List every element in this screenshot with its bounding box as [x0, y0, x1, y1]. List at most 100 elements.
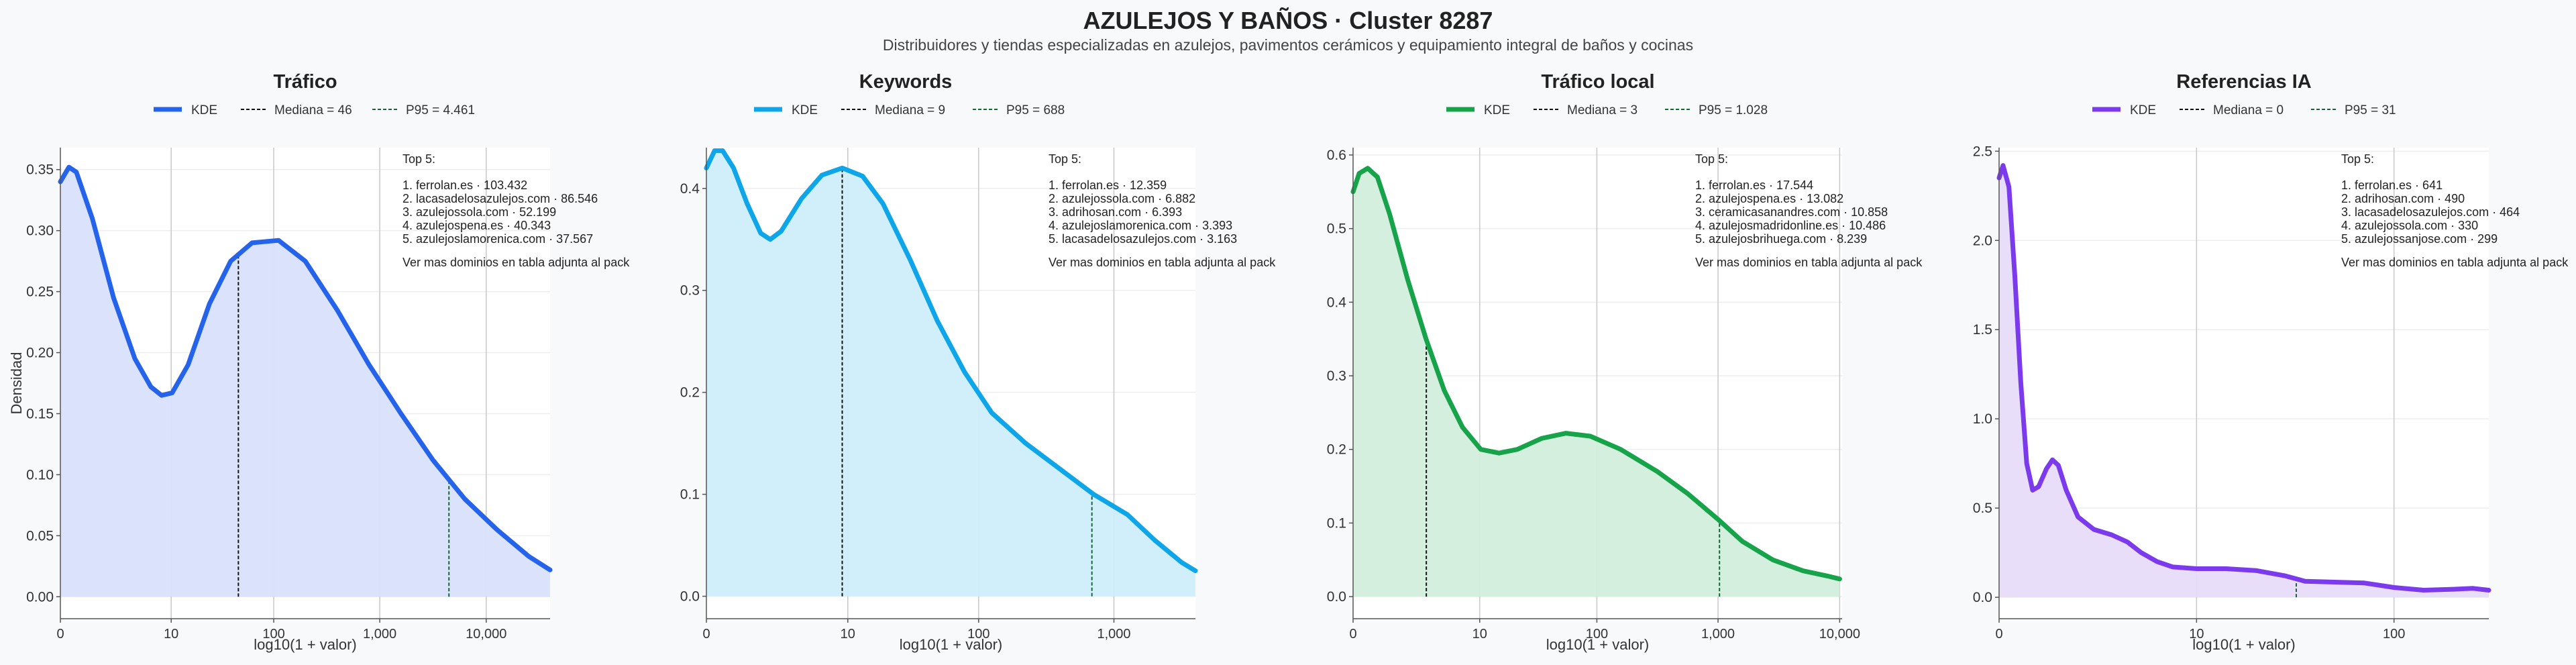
y-tick-label: 0.6	[1327, 148, 1346, 163]
top5-item: 1. ferrolan.es · 17.544	[1695, 178, 1813, 192]
y-tick-label: 0.20	[26, 346, 54, 361]
y-tick-label: 0.2	[680, 385, 700, 401]
x-tick-label: 0	[702, 627, 710, 642]
legend-kde-label: KDE	[792, 103, 818, 117]
y-axis-label: Densidad	[8, 352, 25, 415]
x-tick-label: 10,000	[466, 627, 506, 642]
x-tick-label: 10	[2189, 627, 2204, 642]
top5-item: 1. ferrolan.es · 641	[2341, 178, 2443, 192]
y-tick-label: 0.10	[26, 467, 54, 482]
kde-area	[1999, 165, 2489, 598]
y-tick-label: 0.25	[26, 285, 54, 300]
top5-item: 3. ceramicasanandres.com · 10.858	[1695, 205, 1888, 219]
y-tick-label: 0.1	[1327, 515, 1346, 531]
legend-p95-label: P95 = 31	[2345, 103, 2396, 117]
legend-median-label: Mediana = 3	[1567, 103, 1638, 117]
figure-subtitle: Distribuidores y tiendas especializadas …	[883, 36, 1693, 54]
top5-item: 4. azulejosmadridonline.es · 10.486	[1695, 219, 1886, 232]
top5-item: 2. adrihosan.com · 490	[2341, 192, 2465, 205]
top5-item: 5. azulejossanjose.com · 299	[2341, 232, 2498, 246]
top5-footer: Ver mas dominios en tabla adjunta al pac…	[1049, 256, 1276, 269]
top5-item: 2. azulejospena.es · 13.082	[1695, 192, 1843, 205]
legend-median-label: Mediana = 46	[274, 103, 352, 117]
kde-line	[58, 164, 553, 572]
top5-footer: Ver mas dominios en tabla adjunta al pac…	[402, 256, 630, 269]
legend-kde-label: KDE	[2130, 103, 2156, 117]
y-tick-label: 0.0	[1973, 590, 1992, 605]
top5-item: 4. azulejospena.es · 40.343	[402, 219, 551, 232]
y-tick-label: 1.5	[1973, 322, 1992, 338]
top5-item: 3. lacasadelosazulejos.com · 464	[2341, 205, 2520, 219]
subplot-title: Keywords	[859, 71, 953, 93]
subplot-1: 0.0 0.1 0.2 0.3 0.4 0 10 100 1,000 log10(1 + valo…	[680, 71, 1276, 653]
legend-median-label: Mediana = 9	[875, 103, 945, 117]
legend-median-label: Mediana = 0	[2213, 103, 2284, 117]
x-tick-label: 100	[967, 627, 989, 642]
y-tick-label: 0.15	[26, 406, 54, 421]
top5-item: 3. azulejossola.com · 52.199	[402, 205, 556, 219]
legend-p95-label: P95 = 4.461	[406, 103, 475, 117]
top5-item: 4. azulejoslamorenica.com · 3.393	[1049, 219, 1232, 232]
top5-header: Top 5:	[402, 152, 435, 166]
kde-area	[60, 167, 550, 597]
y-tick-label: 0.5	[1973, 501, 1992, 516]
y-tick-label: 0.3	[1327, 368, 1346, 384]
subplot-0: 0.00 0.05 0.10 0.15 0.20 0.25 0.30 0.35 0 10 100 1,…	[8, 71, 630, 653]
y-tick-label: 0.0	[1327, 589, 1346, 605]
top5-item: 5. azulejosbrihuega.com · 8.239	[1695, 232, 1867, 246]
x-tick-label: 10	[841, 627, 855, 642]
kde-line	[1996, 163, 2491, 593]
top5-item: 5. azulejoslamorenica.com · 37.567	[402, 232, 593, 246]
y-tick-label: 0.30	[26, 223, 54, 239]
y-tick-label: 0.35	[26, 162, 54, 178]
y-tick-label: 0.3	[680, 283, 700, 299]
y-tick-label: 1.0	[1973, 411, 1992, 427]
top5-header: Top 5:	[1049, 152, 1081, 166]
top5-header: Top 5:	[2341, 152, 2374, 166]
x-tick-label: 0	[1349, 627, 1356, 642]
kde-line	[704, 148, 1198, 574]
top5-item: 4. azulejossola.com · 330	[2341, 219, 2478, 232]
x-tick-label: 0	[56, 627, 64, 642]
kde-area	[706, 150, 1195, 597]
x-tick-label: 100	[2383, 627, 2405, 642]
y-tick-label: 0.00	[26, 589, 54, 605]
legend-kde-label: KDE	[1484, 103, 1510, 117]
top5-item: 5. lacasadelosazulejos.com · 3.163	[1049, 232, 1237, 246]
legend-p95-label: P95 = 688	[1006, 103, 1065, 117]
y-tick-label: 0.5	[1327, 221, 1346, 237]
y-tick-label: 0.05	[26, 528, 54, 544]
x-tick-label: 10	[1472, 627, 1487, 642]
y-tick-label: 2.0	[1973, 233, 1992, 248]
y-tick-label: 2.5	[1973, 144, 1992, 159]
x-tick-label: 1,000	[363, 627, 396, 642]
x-tick-label: 10	[164, 627, 178, 642]
x-axis-label: log10(1 + valor)	[254, 636, 356, 653]
top5-header: Top 5:	[1695, 152, 1728, 166]
top5-footer: Ver mas dominios en tabla adjunta al pac…	[2341, 256, 2569, 269]
x-tick-label: 1,000	[1097, 627, 1130, 642]
y-tick-label: 0.0	[680, 589, 700, 605]
x-tick-label: 1,000	[1701, 627, 1735, 642]
y-tick-label: 0.1	[680, 487, 700, 503]
kde-line	[1350, 166, 1842, 582]
x-axis-label: log10(1 + valor)	[900, 636, 1002, 653]
x-axis-label: log10(1 + valor)	[2192, 636, 2295, 653]
figure-title: AZULEJOS Y BAÑOS · Cluster 8287	[1083, 6, 1493, 34]
subplot-2: 0.0 0.1 0.2 0.3 0.4 0.5 0.6 0 10 100 1,000 10,000 lo…	[1327, 71, 1923, 653]
kde-area	[1353, 168, 1840, 597]
legend-kde-label: KDE	[191, 103, 217, 117]
top5-item: 1. ferrolan.es · 103.432	[402, 178, 527, 192]
y-tick-label: 0.2	[1327, 442, 1346, 458]
subplot-title: Referencias IA	[2176, 71, 2312, 93]
y-tick-label: 0.4	[680, 181, 700, 197]
top5-item: 3. adrihosan.com · 6.393	[1049, 205, 1182, 219]
subplot-title: Tráfico local	[1541, 71, 1654, 93]
subplot-3: 0.0 0.5 1.0 1.5 2.0 2.5 0 10 100 log10(1 + valor)…	[1973, 71, 2569, 653]
x-axis-label: log10(1 + valor)	[1546, 636, 1649, 653]
y-tick-label: 0.4	[1327, 295, 1347, 310]
top5-footer: Ver mas dominios en tabla adjunta al pac…	[1695, 256, 1923, 269]
top5-item: 2. lacasadelosazulejos.com · 86.546	[402, 192, 598, 205]
